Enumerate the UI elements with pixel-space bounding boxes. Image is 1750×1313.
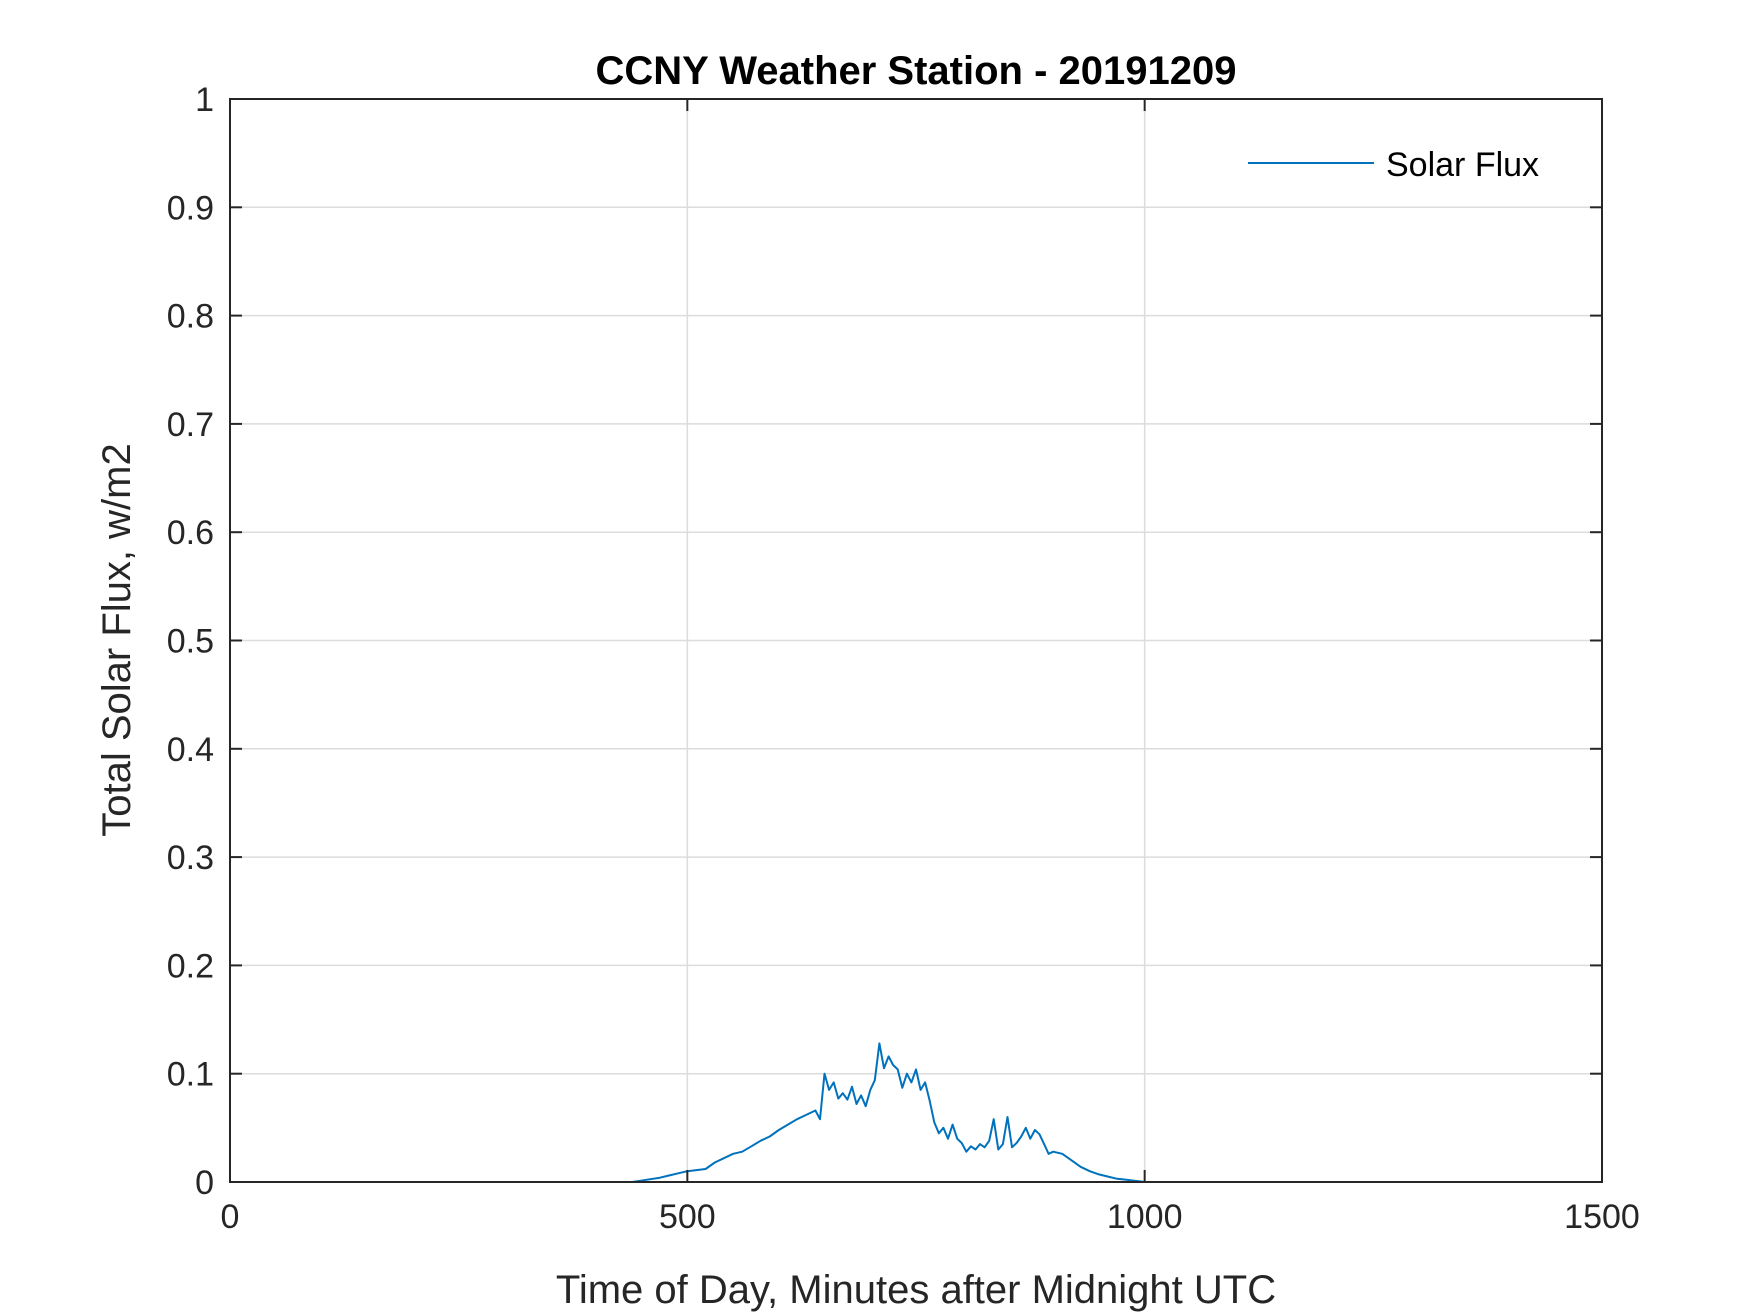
y-tick-label: 1 xyxy=(195,81,214,119)
y-tick-label: 0.7 xyxy=(167,406,214,444)
grid xyxy=(230,99,1602,1182)
y-tick-label: 0.1 xyxy=(167,1056,214,1094)
axis-ticks xyxy=(229,98,1603,1183)
y-tick-label: 0 xyxy=(195,1164,214,1202)
y-tick-label: 0.8 xyxy=(167,298,214,336)
chart-title: CCNY Weather Station - 20191209 xyxy=(596,49,1237,93)
x-tick-label: 1000 xyxy=(1107,1198,1183,1236)
y-tick-label: 0.9 xyxy=(167,189,214,227)
x-tick-label: 1500 xyxy=(1564,1198,1640,1236)
y-tick-label: 0.5 xyxy=(167,623,214,661)
y-tick-label: 0.4 xyxy=(167,731,214,769)
x-axis-label: Time of Day, Minutes after Midnight UTC xyxy=(556,1268,1276,1312)
y-tick-label: 0.6 xyxy=(167,514,214,552)
series-layer xyxy=(230,1042,1548,1183)
legend-label-solar-flux: Solar Flux xyxy=(1386,146,1539,184)
y-tick-label: 0.3 xyxy=(167,839,214,877)
legend: Solar Flux xyxy=(1248,146,1539,184)
series-line-solar-flux xyxy=(230,1042,1548,1183)
x-tick-label: 0 xyxy=(221,1198,240,1236)
y-tick-label: 0.2 xyxy=(167,947,214,985)
y-axis-label: Total Solar Flux, w/m2 xyxy=(95,443,139,836)
x-tick-label: 500 xyxy=(659,1198,716,1236)
tick-labels: 0 500 1000 1500 0 0.1 0.2 0.3 0.4 0.5 0.6 0.7 0.8 0.9… xyxy=(167,81,1640,1236)
